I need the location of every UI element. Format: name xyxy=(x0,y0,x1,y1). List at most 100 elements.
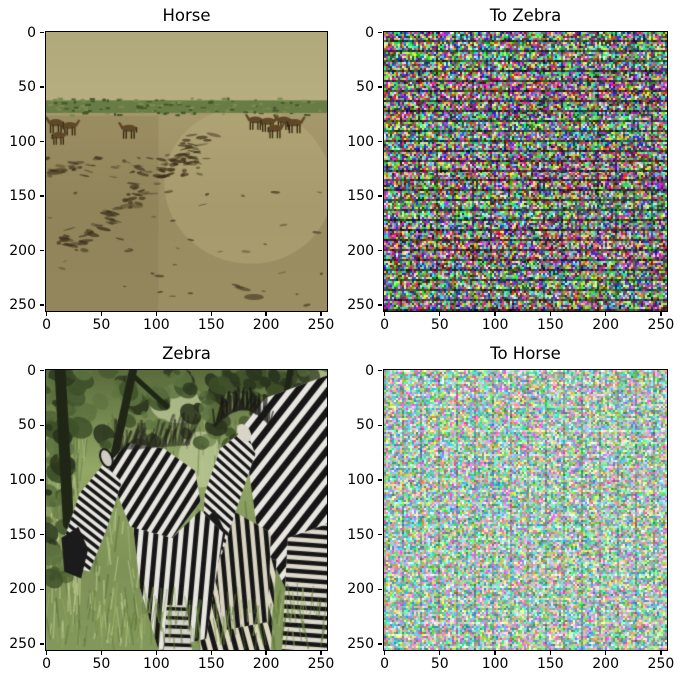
x-tick-label: 200 xyxy=(252,317,280,333)
y-tick-label: 200 xyxy=(347,581,374,598)
y-tick-label: 0 xyxy=(365,362,374,379)
x-tick-label: 50 xyxy=(430,656,449,672)
y-tick-mark xyxy=(40,195,44,197)
x-tick-label: 200 xyxy=(592,317,620,333)
y-tick-mark xyxy=(378,86,382,88)
x-tick-mark xyxy=(100,651,103,655)
x-tick-label: 200 xyxy=(252,656,280,672)
y-tick-mark xyxy=(40,534,44,536)
subplot-title-zebra: Zebra xyxy=(162,344,211,363)
y-tick-label: 0 xyxy=(27,24,36,41)
x-tick-mark xyxy=(265,651,267,655)
x-tick-label: 150 xyxy=(197,317,225,333)
y-tick-mark xyxy=(40,479,44,481)
x-tick-label: 0 xyxy=(380,317,390,333)
x-tick-mark xyxy=(605,312,607,316)
y-tick-label: 200 xyxy=(9,581,36,598)
x-tick-label: 0 xyxy=(42,656,52,672)
y-tick-label: 0 xyxy=(27,362,36,379)
y-tick-mark xyxy=(40,31,44,34)
x-tick-label: 250 xyxy=(647,317,675,333)
x-tick-mark xyxy=(549,651,551,655)
y-tick-mark xyxy=(378,424,382,426)
x-tick-mark xyxy=(265,312,267,316)
y-tick-label: 250 xyxy=(9,635,36,652)
x-tick-mark xyxy=(660,651,662,655)
y-tick-mark xyxy=(378,479,382,481)
x-tick-mark xyxy=(320,651,322,655)
y-tick-mark xyxy=(378,140,382,143)
y-tick-label: 200 xyxy=(347,242,374,259)
x-tick-mark xyxy=(494,312,496,316)
y-tick-label: 150 xyxy=(9,188,36,205)
x-tick-label: 100 xyxy=(481,317,509,333)
horse-photo-canvas xyxy=(46,32,327,311)
y-tick-label: 150 xyxy=(347,526,374,543)
subplot-to-horse: To Horse 0 50 100 150 200 250 0 50 100 150 200 250 xyxy=(347,344,674,671)
y-tick-label: 100 xyxy=(9,133,36,150)
y-tick-label: 50 xyxy=(356,417,374,434)
y-tick-mark xyxy=(378,249,382,252)
y-tick-label: 250 xyxy=(9,297,36,313)
x-tick-label: 250 xyxy=(647,656,675,672)
x-tick-mark xyxy=(45,312,48,316)
y-tick-label: 250 xyxy=(347,297,374,313)
x-tick-label: 50 xyxy=(92,317,111,333)
y-tick-label: 150 xyxy=(9,526,36,543)
y-tick-mark xyxy=(378,304,382,306)
y-tick-label: 250 xyxy=(347,635,374,652)
x-tick-mark xyxy=(439,651,441,655)
x-tick-mark xyxy=(549,312,551,316)
y-tick-mark xyxy=(40,140,44,143)
x-tick-mark xyxy=(605,651,607,655)
y-tick-label: 100 xyxy=(9,471,36,488)
x-tick-label: 150 xyxy=(197,656,225,672)
to-zebra-noise-canvas xyxy=(384,32,667,311)
x-tick-label: 100 xyxy=(142,317,170,333)
y-tick-mark xyxy=(378,195,382,197)
x-tick-mark xyxy=(494,651,496,655)
x-tick-mark xyxy=(660,312,662,316)
x-tick-label: 200 xyxy=(592,656,620,672)
x-tick-mark xyxy=(383,651,386,655)
y-tick-mark xyxy=(378,31,382,34)
x-tick-mark xyxy=(383,312,386,316)
y-tick-label: 0 xyxy=(365,24,374,41)
y-tick-label: 50 xyxy=(356,79,374,96)
x-tick-mark xyxy=(320,312,322,316)
x-tick-label: 150 xyxy=(536,317,564,333)
subplot-zebra: Zebra 0 50 100 150 200 250 0 50 100 150 200 250 xyxy=(9,344,334,671)
y-tick-mark xyxy=(40,588,44,590)
subplot-horse: Horse 0 50 100 150 200 250 0 50 100 150 200 250 xyxy=(9,6,334,332)
y-tick-label: 50 xyxy=(18,79,36,96)
y-tick-label: 50 xyxy=(18,417,36,434)
x-tick-mark xyxy=(45,651,48,655)
y-tick-mark xyxy=(40,424,44,426)
y-tick-mark xyxy=(378,534,382,536)
x-tick-label: 0 xyxy=(380,656,390,672)
subplot-title-to-horse: To Horse xyxy=(490,344,561,363)
x-tick-mark xyxy=(155,651,157,655)
subplot-title-horse: Horse xyxy=(162,6,211,25)
y-tick-mark xyxy=(40,86,44,88)
x-tick-label: 250 xyxy=(307,317,335,333)
x-tick-label: 0 xyxy=(42,317,52,333)
x-tick-mark xyxy=(210,312,212,316)
x-tick-mark xyxy=(100,312,103,316)
x-tick-label: 50 xyxy=(430,317,449,333)
y-tick-mark xyxy=(378,643,382,645)
x-tick-label: 150 xyxy=(536,656,564,672)
x-tick-label: 250 xyxy=(307,656,335,672)
y-tick-label: 100 xyxy=(347,133,374,150)
y-tick-label: 150 xyxy=(347,188,374,205)
x-tick-mark xyxy=(439,312,441,316)
x-tick-label: 100 xyxy=(481,656,509,672)
x-tick-mark xyxy=(210,651,212,655)
to-horse-noise-canvas xyxy=(384,370,667,650)
x-tick-mark xyxy=(155,312,157,316)
y-tick-mark xyxy=(40,643,44,645)
y-tick-mark xyxy=(378,588,382,590)
x-tick-label: 50 xyxy=(92,656,111,672)
zebra-photo-canvas xyxy=(46,370,327,650)
